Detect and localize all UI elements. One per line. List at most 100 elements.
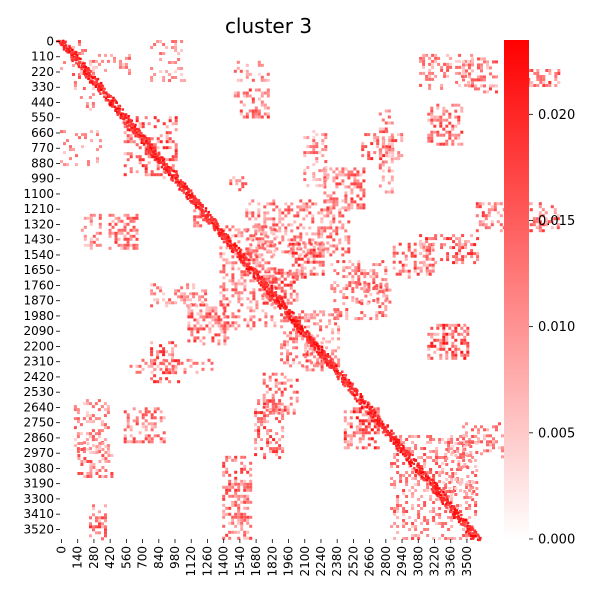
heatmap-cell [177, 52, 181, 55]
heatmap-cell [162, 292, 166, 296]
diagonal-cell [237, 253, 241, 256]
heatmap-cell [257, 399, 261, 403]
heatmap-cell [448, 133, 452, 137]
diagonal-cell [99, 92, 102, 95]
heatmap-cell [240, 291, 244, 295]
diagonal-cell [397, 438, 400, 442]
diagonal-cell [413, 466, 416, 470]
heatmap-cell [405, 483, 409, 486]
heatmap-cell [333, 290, 337, 294]
diagonal-cell [165, 164, 169, 167]
diagonal-cell [60, 41, 64, 44]
heatmap-cell [439, 142, 443, 146]
heatmap-cell [430, 356, 434, 360]
heatmap-cell [387, 115, 391, 119]
heatmap-cell [402, 537, 406, 540]
heatmap-cell [153, 146, 157, 150]
heatmap-cell [174, 119, 178, 123]
diagonal-cell [305, 335, 309, 338]
heatmap-cell [277, 387, 281, 391]
heatmap-cell [430, 335, 434, 339]
heatmap-cell [349, 434, 353, 438]
heatmap-cell [260, 438, 264, 442]
heatmap-cell [237, 228, 241, 232]
heatmap-cell [428, 249, 432, 253]
diagonal-cell [355, 393, 359, 396]
heatmap-cell [436, 133, 440, 137]
heatmap-cell [159, 344, 163, 348]
heatmap-cell [370, 157, 374, 161]
heatmap-cell [297, 245, 301, 249]
heatmap-cell [266, 432, 270, 436]
heatmap-cell [429, 438, 433, 441]
heatmap-cell [100, 423, 104, 427]
colorbar-tick-label: 0.020 [538, 108, 575, 123]
heatmap-cell [141, 413, 145, 417]
heatmap-cell [413, 251, 417, 255]
heatmap-cell [202, 342, 206, 346]
diagonal-cell [151, 145, 154, 149]
heatmap-cell [104, 457, 108, 460]
heatmap-cell [85, 402, 89, 406]
heatmap-cell [331, 352, 335, 356]
diagonal-cell [271, 294, 274, 298]
heatmap-cell [97, 408, 101, 412]
heatmap-cell [425, 263, 429, 267]
heatmap-cell [448, 475, 452, 478]
heatmap-cell [554, 75, 558, 78]
heatmap-cell [243, 318, 247, 322]
diagonal-cell [270, 287, 274, 290]
heatmap-cell [361, 428, 365, 432]
heatmap-cell [193, 224, 197, 228]
heatmap-cell [318, 263, 322, 267]
heatmap-cell [536, 75, 540, 78]
heatmap-cell [162, 416, 166, 420]
heatmap-cell [174, 70, 178, 73]
heatmap-cell [309, 269, 313, 273]
heatmap-cell [299, 223, 303, 227]
heatmap-cell [393, 453, 397, 456]
heatmap-cell [451, 490, 455, 493]
y-tick-label: 660 [31, 126, 54, 140]
heatmap-cell [357, 317, 361, 321]
heatmap-cell [451, 329, 455, 333]
heatmap-cell [305, 353, 309, 357]
heatmap-cell [360, 317, 364, 321]
heatmap-cell [281, 450, 285, 454]
heatmap-cell [398, 272, 402, 276]
heatmap-cell [266, 402, 270, 406]
heatmap-cell [214, 333, 218, 337]
heatmap-cell [135, 155, 139, 159]
heatmap-cell [153, 292, 157, 296]
diagonal-cell [466, 526, 469, 529]
heatmap-cell [243, 270, 247, 274]
heatmap-cell [272, 447, 276, 451]
heatmap-cell [63, 130, 66, 134]
heatmap-cell [532, 223, 536, 227]
diagonal-cell [183, 186, 186, 189]
heatmap-cell [318, 254, 322, 258]
heatmap-cell [95, 469, 99, 472]
heatmap-cell [460, 442, 464, 445]
heatmap-cell [306, 184, 310, 188]
diagonal-cell [389, 435, 392, 439]
heatmap-cell [266, 115, 270, 119]
heatmap-cell [132, 225, 136, 229]
heatmap-cell [144, 146, 148, 150]
heatmap-cell [334, 310, 338, 314]
heatmap-cell [297, 269, 301, 273]
diagonal-cell [289, 318, 293, 322]
heatmap-cell [414, 483, 418, 486]
heatmap-cell [311, 214, 315, 218]
diagonal-cell [206, 220, 210, 223]
heatmap-cell [263, 456, 267, 460]
diagonal-cell [382, 426, 385, 430]
heatmap-cell [266, 88, 270, 92]
diagonal-cell [247, 259, 251, 262]
diagonal-cell [283, 304, 287, 307]
heatmap-cell [129, 234, 133, 238]
heatmap-cell [222, 524, 226, 528]
diagonal-cell [445, 502, 448, 506]
heatmap-cell [484, 226, 488, 230]
heatmap-cell [303, 154, 307, 158]
